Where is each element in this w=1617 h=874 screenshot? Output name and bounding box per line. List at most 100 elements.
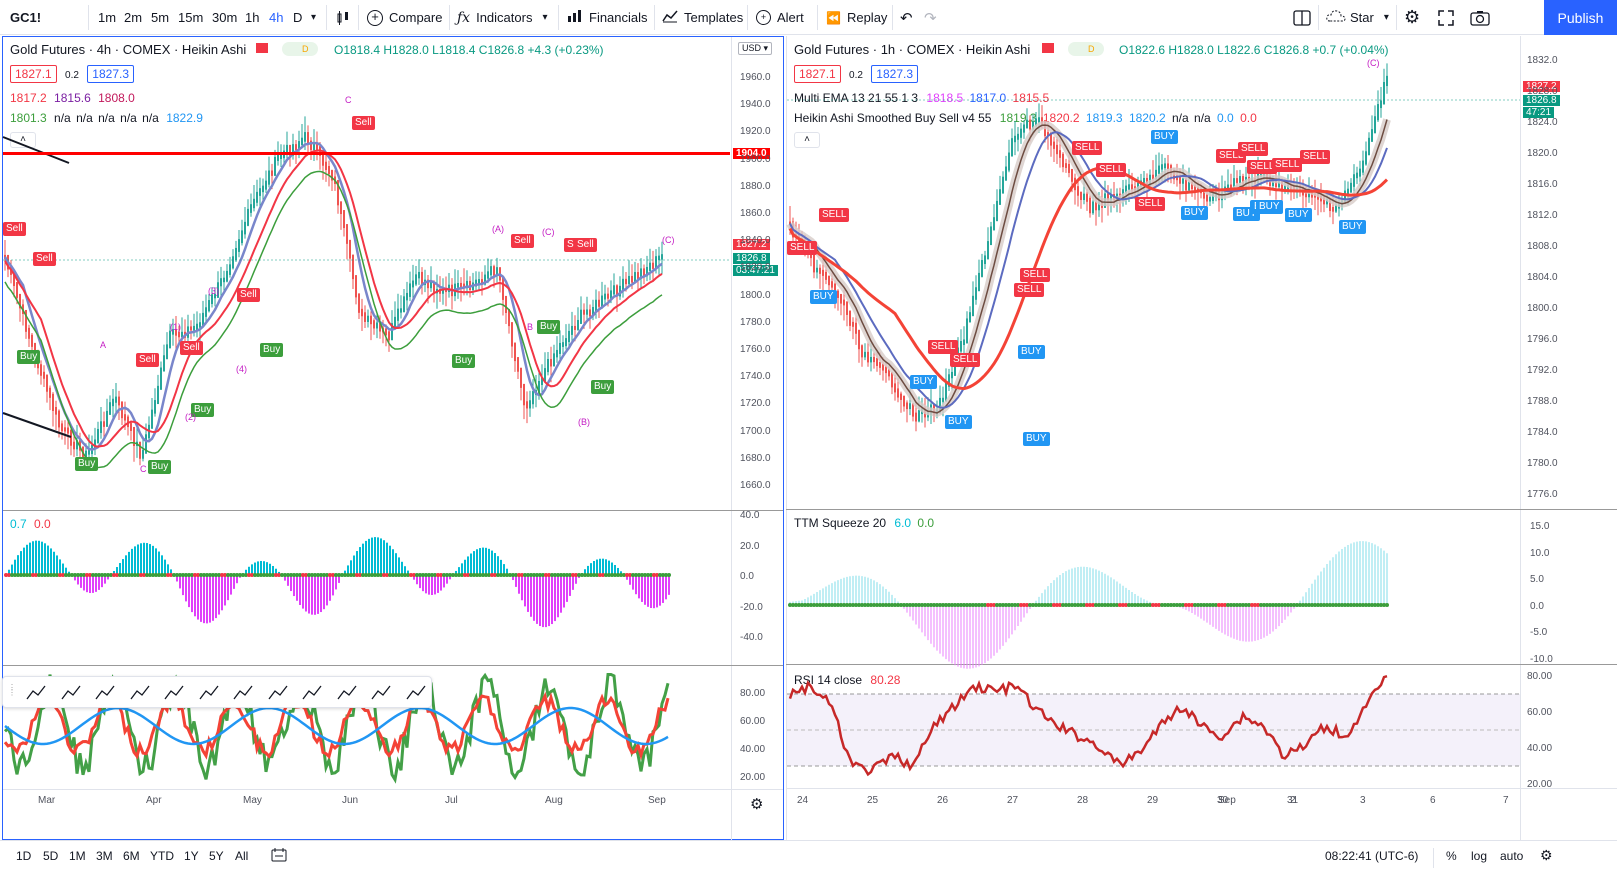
squeeze-dot: [337, 573, 341, 577]
price-level-line[interactable]: [3, 152, 730, 155]
trend-icon[interactable]: [129, 683, 151, 703]
left-squeeze-chart[interactable]: [3, 511, 730, 665]
interval-30m[interactable]: 30m: [212, 10, 238, 25]
currency-selector[interactable]: USD ▾: [738, 42, 773, 55]
ttm-dot: [833, 603, 837, 607]
ttm-dot: [1118, 603, 1122, 607]
fib-icon[interactable]: [163, 683, 185, 703]
interval-2m[interactable]: 2m: [124, 10, 143, 25]
horizontal-icon[interactable]: [198, 683, 220, 703]
range-all[interactable]: All: [235, 849, 249, 863]
range-1y[interactable]: 1Y: [184, 849, 199, 863]
range-3m[interactable]: 3M: [96, 849, 113, 863]
range-5y[interactable]: 5Y: [209, 849, 224, 863]
squeeze-dot: [454, 573, 458, 577]
financials-button[interactable]: Financials: [567, 0, 648, 35]
candle-body: [385, 328, 387, 336]
pattern-icon[interactable]: [60, 683, 82, 703]
candle-type-icon[interactable]: [335, 0, 351, 35]
ask-value[interactable]: 1827.3: [871, 65, 918, 83]
publish-button[interactable]: Publish: [1544, 0, 1617, 35]
redo-icon[interactable]: ↷: [924, 9, 937, 27]
log-toggle[interactable]: log: [1471, 849, 1488, 863]
measure-icon[interactable]: [232, 683, 254, 703]
range-ytd[interactable]: YTD: [150, 849, 174, 863]
range-1d[interactable]: 1D: [16, 849, 32, 863]
brush-icon[interactable]: [267, 683, 289, 703]
templates-icon: [662, 9, 678, 26]
left-price-chart[interactable]: [2, 37, 730, 510]
interval-5m[interactable]: 5m: [151, 10, 170, 25]
drag-handle-icon[interactable]: ⋮ ⋮: [8, 683, 16, 697]
candle-body: [322, 151, 324, 166]
osc-bar: [131, 548, 133, 575]
ruler-icon[interactable]: [370, 683, 392, 703]
right-rsi-chart[interactable]: [787, 666, 1520, 789]
candle-body: [1062, 153, 1064, 168]
settings-icon[interactable]: ⚙: [1404, 7, 1421, 27]
squeeze-dot: [334, 573, 338, 577]
percent-toggle[interactable]: %: [1446, 849, 1457, 863]
range-6m[interactable]: 6M: [123, 849, 140, 863]
indicators-button[interactable]: ƒx Indicators ▾: [457, 0, 547, 35]
ask-value[interactable]: 1827.3: [87, 65, 134, 83]
line-tool-icon[interactable]: [25, 683, 47, 703]
ttm-dot: [1046, 603, 1050, 607]
candle-body: [556, 349, 558, 358]
left-chart-pane[interactable]: [2, 36, 784, 840]
cloud-save-button[interactable]: Star ▾: [1326, 0, 1389, 35]
candle-body: [1056, 144, 1058, 155]
symbol-search[interactable]: GC1!: [10, 10, 42, 25]
candle-body: [304, 132, 306, 142]
camera-icon[interactable]: [1470, 0, 1490, 35]
signal-sell-label: SELL: [1247, 160, 1278, 174]
squeeze-dot: [232, 573, 236, 577]
squeeze-dot: [520, 573, 524, 577]
divider: [1396, 5, 1397, 30]
ha-value: 0.0: [1217, 111, 1234, 125]
compare-button[interactable]: + Compare: [367, 0, 442, 35]
osc-bar: [482, 547, 484, 575]
interval-15m[interactable]: 15m: [178, 10, 204, 25]
left-time-axis-divider: [3, 789, 783, 790]
range-5d[interactable]: 5D: [43, 849, 59, 863]
right-ttm-chart[interactable]: [787, 511, 1520, 669]
fullscreen-icon[interactable]: [1438, 0, 1454, 35]
price-tick: 1820.0: [740, 262, 771, 274]
text-icon[interactable]: [405, 683, 427, 703]
ttm-dot: [941, 603, 945, 607]
right-price-chart[interactable]: [786, 37, 1520, 510]
replay-button[interactable]: ⏪ Replay: [826, 0, 887, 35]
settings-icon[interactable]: ⚙: [1540, 847, 1553, 863]
templates-button[interactable]: Templates: [662, 0, 743, 35]
date-range-icon[interactable]: [271, 847, 287, 866]
collapse-legend-icon[interactable]: ˄: [794, 132, 820, 148]
undo-icon[interactable]: ↶: [900, 9, 913, 27]
clock-timezone[interactable]: 08:22:41 (UTC-6): [1325, 849, 1419, 863]
interval-1m[interactable]: 1m: [98, 10, 117, 25]
interval-4h[interactable]: 4h: [269, 10, 284, 25]
signal-sell-label: Sell: [574, 238, 597, 252]
candle-body: [496, 267, 498, 276]
interval-1h[interactable]: 1h: [245, 10, 260, 25]
candle-body: [658, 255, 660, 261]
left-chart-title: Gold Futures · 4h · COMEX · Heikin Ashi: [10, 42, 247, 57]
right-chart-pane[interactable]: [786, 36, 1617, 840]
range-1m[interactable]: 1M: [69, 849, 86, 863]
bid-value[interactable]: 1827.1: [794, 65, 841, 83]
signal-buy-label: Buy: [75, 457, 99, 471]
auto-toggle[interactable]: auto: [1500, 849, 1524, 863]
ttm-dot: [1031, 603, 1035, 607]
interval-d[interactable]: D: [293, 10, 303, 25]
ttm-dot: [1313, 603, 1317, 607]
settings-icon[interactable]: ⚙: [750, 796, 764, 813]
fib-spiral-icon[interactable]: [336, 683, 358, 703]
wave-icon[interactable]: [94, 683, 116, 703]
alert-button[interactable]: + Alert: [756, 0, 804, 35]
shape-icon[interactable]: [301, 683, 323, 703]
squeeze-dot: [418, 573, 422, 577]
layout-icon[interactable]: [1293, 0, 1311, 35]
signal-sell-label: Sell: [33, 252, 56, 266]
bid-value[interactable]: 1827.1: [10, 65, 57, 83]
chevron-down-icon[interactable]: ▾: [311, 12, 317, 23]
